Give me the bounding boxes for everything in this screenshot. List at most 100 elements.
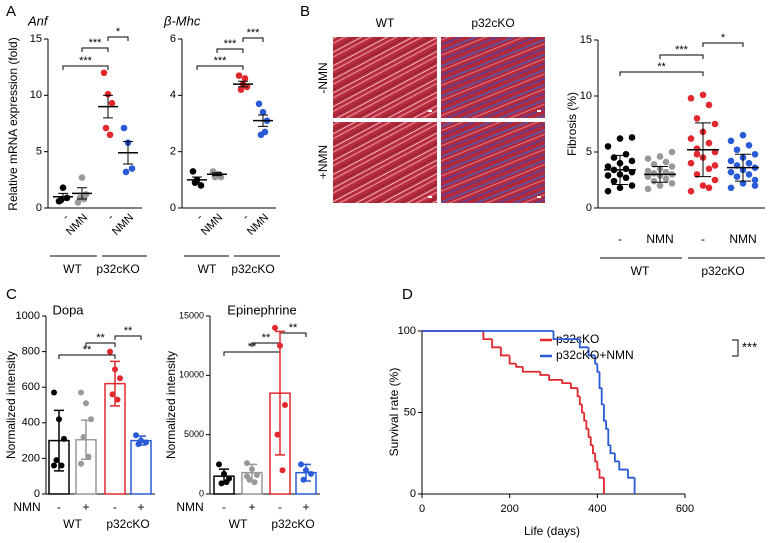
significance-bracket (81, 47, 109, 52)
data-point (189, 168, 197, 175)
chart-title: Anf (27, 13, 49, 28)
data-point (616, 184, 624, 192)
significance-bracket (216, 48, 244, 53)
y-tick-label: 0 (410, 488, 416, 500)
data-point (727, 157, 735, 165)
error-bar (238, 80, 248, 88)
y-tick-label: 800 (22, 346, 40, 358)
data-point (80, 434, 87, 441)
error-bar (103, 94, 113, 119)
survival-step (603, 404, 607, 422)
data-point (78, 174, 86, 181)
survival-step (589, 436, 593, 446)
data-point (107, 348, 113, 355)
survival-step (539, 371, 550, 376)
x-tick-label: 200 (500, 503, 518, 515)
data-point (604, 172, 612, 179)
survival-step (598, 469, 604, 479)
y-axis-label: Fibrosis (%) (565, 92, 579, 156)
data-point (616, 135, 624, 142)
x-tick-label: NMN (110, 212, 136, 238)
group-label: p32cKO (271, 517, 314, 531)
significance-label: *** (214, 55, 228, 67)
error-bar (219, 468, 229, 485)
significance-label: *** (742, 339, 757, 354)
x-tick-label: - (278, 500, 282, 514)
survival-step (587, 347, 596, 357)
column-label: WT (376, 16, 395, 30)
data-point (693, 115, 701, 122)
data-point (705, 139, 713, 147)
significance-bracket (62, 65, 109, 70)
survival-step (515, 363, 523, 368)
data-point (604, 143, 612, 150)
significance-label: *** (224, 38, 238, 50)
row-label: +NMN (316, 145, 330, 179)
x-tick-label: - (194, 211, 205, 222)
survival-step (627, 469, 635, 479)
significance-bracket (114, 335, 142, 340)
data-point (733, 146, 741, 154)
data-point (143, 439, 149, 446)
error-bar (652, 166, 668, 183)
x-tick-label: NMN (199, 212, 225, 238)
significance-label: ** (657, 61, 666, 73)
y-tick-label: 400 (22, 417, 40, 429)
data-point (693, 150, 701, 158)
survival-step (609, 445, 615, 455)
data-point (644, 155, 652, 163)
survival-step (482, 331, 493, 341)
group-label: WT (631, 264, 650, 278)
data-point (687, 187, 695, 195)
data-point (104, 90, 112, 98)
data-point (745, 159, 753, 167)
y-tick-label: 6 (170, 33, 176, 45)
data-point (705, 165, 713, 173)
survival-step (583, 412, 587, 422)
data-point (85, 453, 92, 460)
error-bar (612, 154, 628, 185)
panel-label: A (6, 3, 16, 20)
data-point (244, 460, 250, 467)
survival-step (576, 388, 580, 398)
significance-bracket (196, 65, 244, 70)
significance-bracket (107, 36, 129, 41)
error-bar (58, 192, 68, 201)
data-point (644, 185, 652, 193)
y-tick-label: 10000 (179, 370, 204, 380)
x-tick-label: + (137, 500, 144, 514)
data-point (711, 120, 719, 128)
error-bar (54, 409, 64, 472)
error-bar (136, 435, 146, 446)
survival-step (578, 396, 582, 406)
y-axis-label: Relative mRNA expression (fold) (6, 37, 20, 210)
significance-label: *** (79, 55, 93, 67)
y-tick-label: 15 (580, 34, 592, 46)
histology-image (441, 37, 545, 118)
survival-step (500, 347, 510, 357)
x-tick-label: NMN (64, 212, 90, 238)
x-axis-label: Life (days) (524, 524, 580, 538)
chart-title: Epinephrine (227, 302, 296, 317)
significance-label: ** (83, 344, 92, 356)
data-point (279, 467, 286, 474)
data-point (699, 182, 707, 189)
y-tick-label: 600 (22, 381, 40, 393)
error-bar (77, 187, 87, 200)
x-tick-label: + (302, 500, 309, 514)
data-point (58, 462, 65, 469)
significance-label: ** (96, 332, 105, 344)
data-point (727, 168, 735, 176)
data-point (51, 462, 57, 469)
x-tick-label: - (57, 500, 61, 514)
data-point (610, 154, 618, 161)
survival-step (594, 453, 598, 463)
data-point (120, 124, 128, 132)
x-tick-label: - (105, 211, 116, 222)
significance-bracket (659, 54, 704, 59)
data-point (687, 94, 695, 102)
data-point (739, 180, 747, 187)
y-tick-label: 5 (36, 146, 42, 158)
data-point (61, 435, 67, 442)
data-point (745, 171, 753, 178)
